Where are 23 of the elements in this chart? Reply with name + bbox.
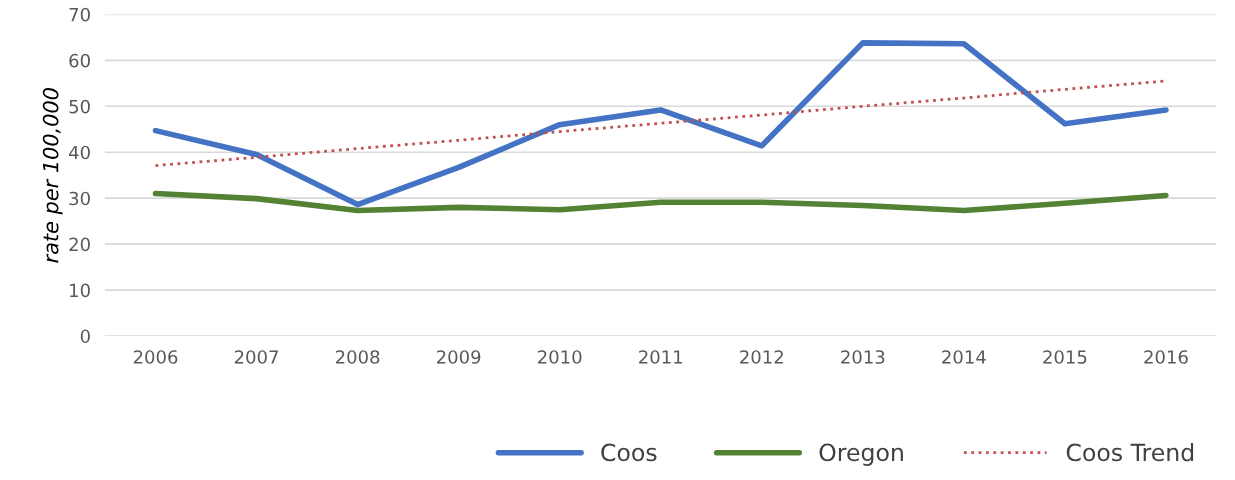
x-tick-label: 2015 (1043, 350, 1087, 364)
y-tick-label: 20 (69, 237, 90, 252)
x-tick-label: 2011 (639, 350, 683, 364)
legend-label: Coos (601, 443, 657, 462)
x-tick-label: 2013 (841, 350, 885, 364)
x-tick-label: 2007 (234, 350, 278, 364)
legend-label: Coos Trend (1066, 443, 1194, 462)
x-tick-label: 2006 (133, 350, 178, 364)
y-tick-label: 10 (70, 283, 90, 298)
y-tick-label: 30 (69, 191, 90, 206)
x-tick-label: 2016 (1144, 350, 1188, 364)
y-tick-label: 0 (80, 329, 90, 344)
y-axis-title: rate per 100,000 (42, 88, 63, 263)
y-tick-label: 50 (69, 99, 90, 114)
x-tick-label: 2014 (942, 350, 986, 364)
legend-label: Oregon (819, 443, 903, 466)
y-tick-label: 60 (69, 53, 90, 68)
x-tick-label: 2010 (538, 350, 582, 364)
y-tick-label: 40 (68, 145, 90, 160)
x-tick-label: 2008 (335, 350, 380, 364)
x-tick-label: 2012 (740, 350, 783, 364)
x-tick-label: 2009 (436, 350, 481, 364)
y-tick-label: 70 (69, 7, 90, 22)
